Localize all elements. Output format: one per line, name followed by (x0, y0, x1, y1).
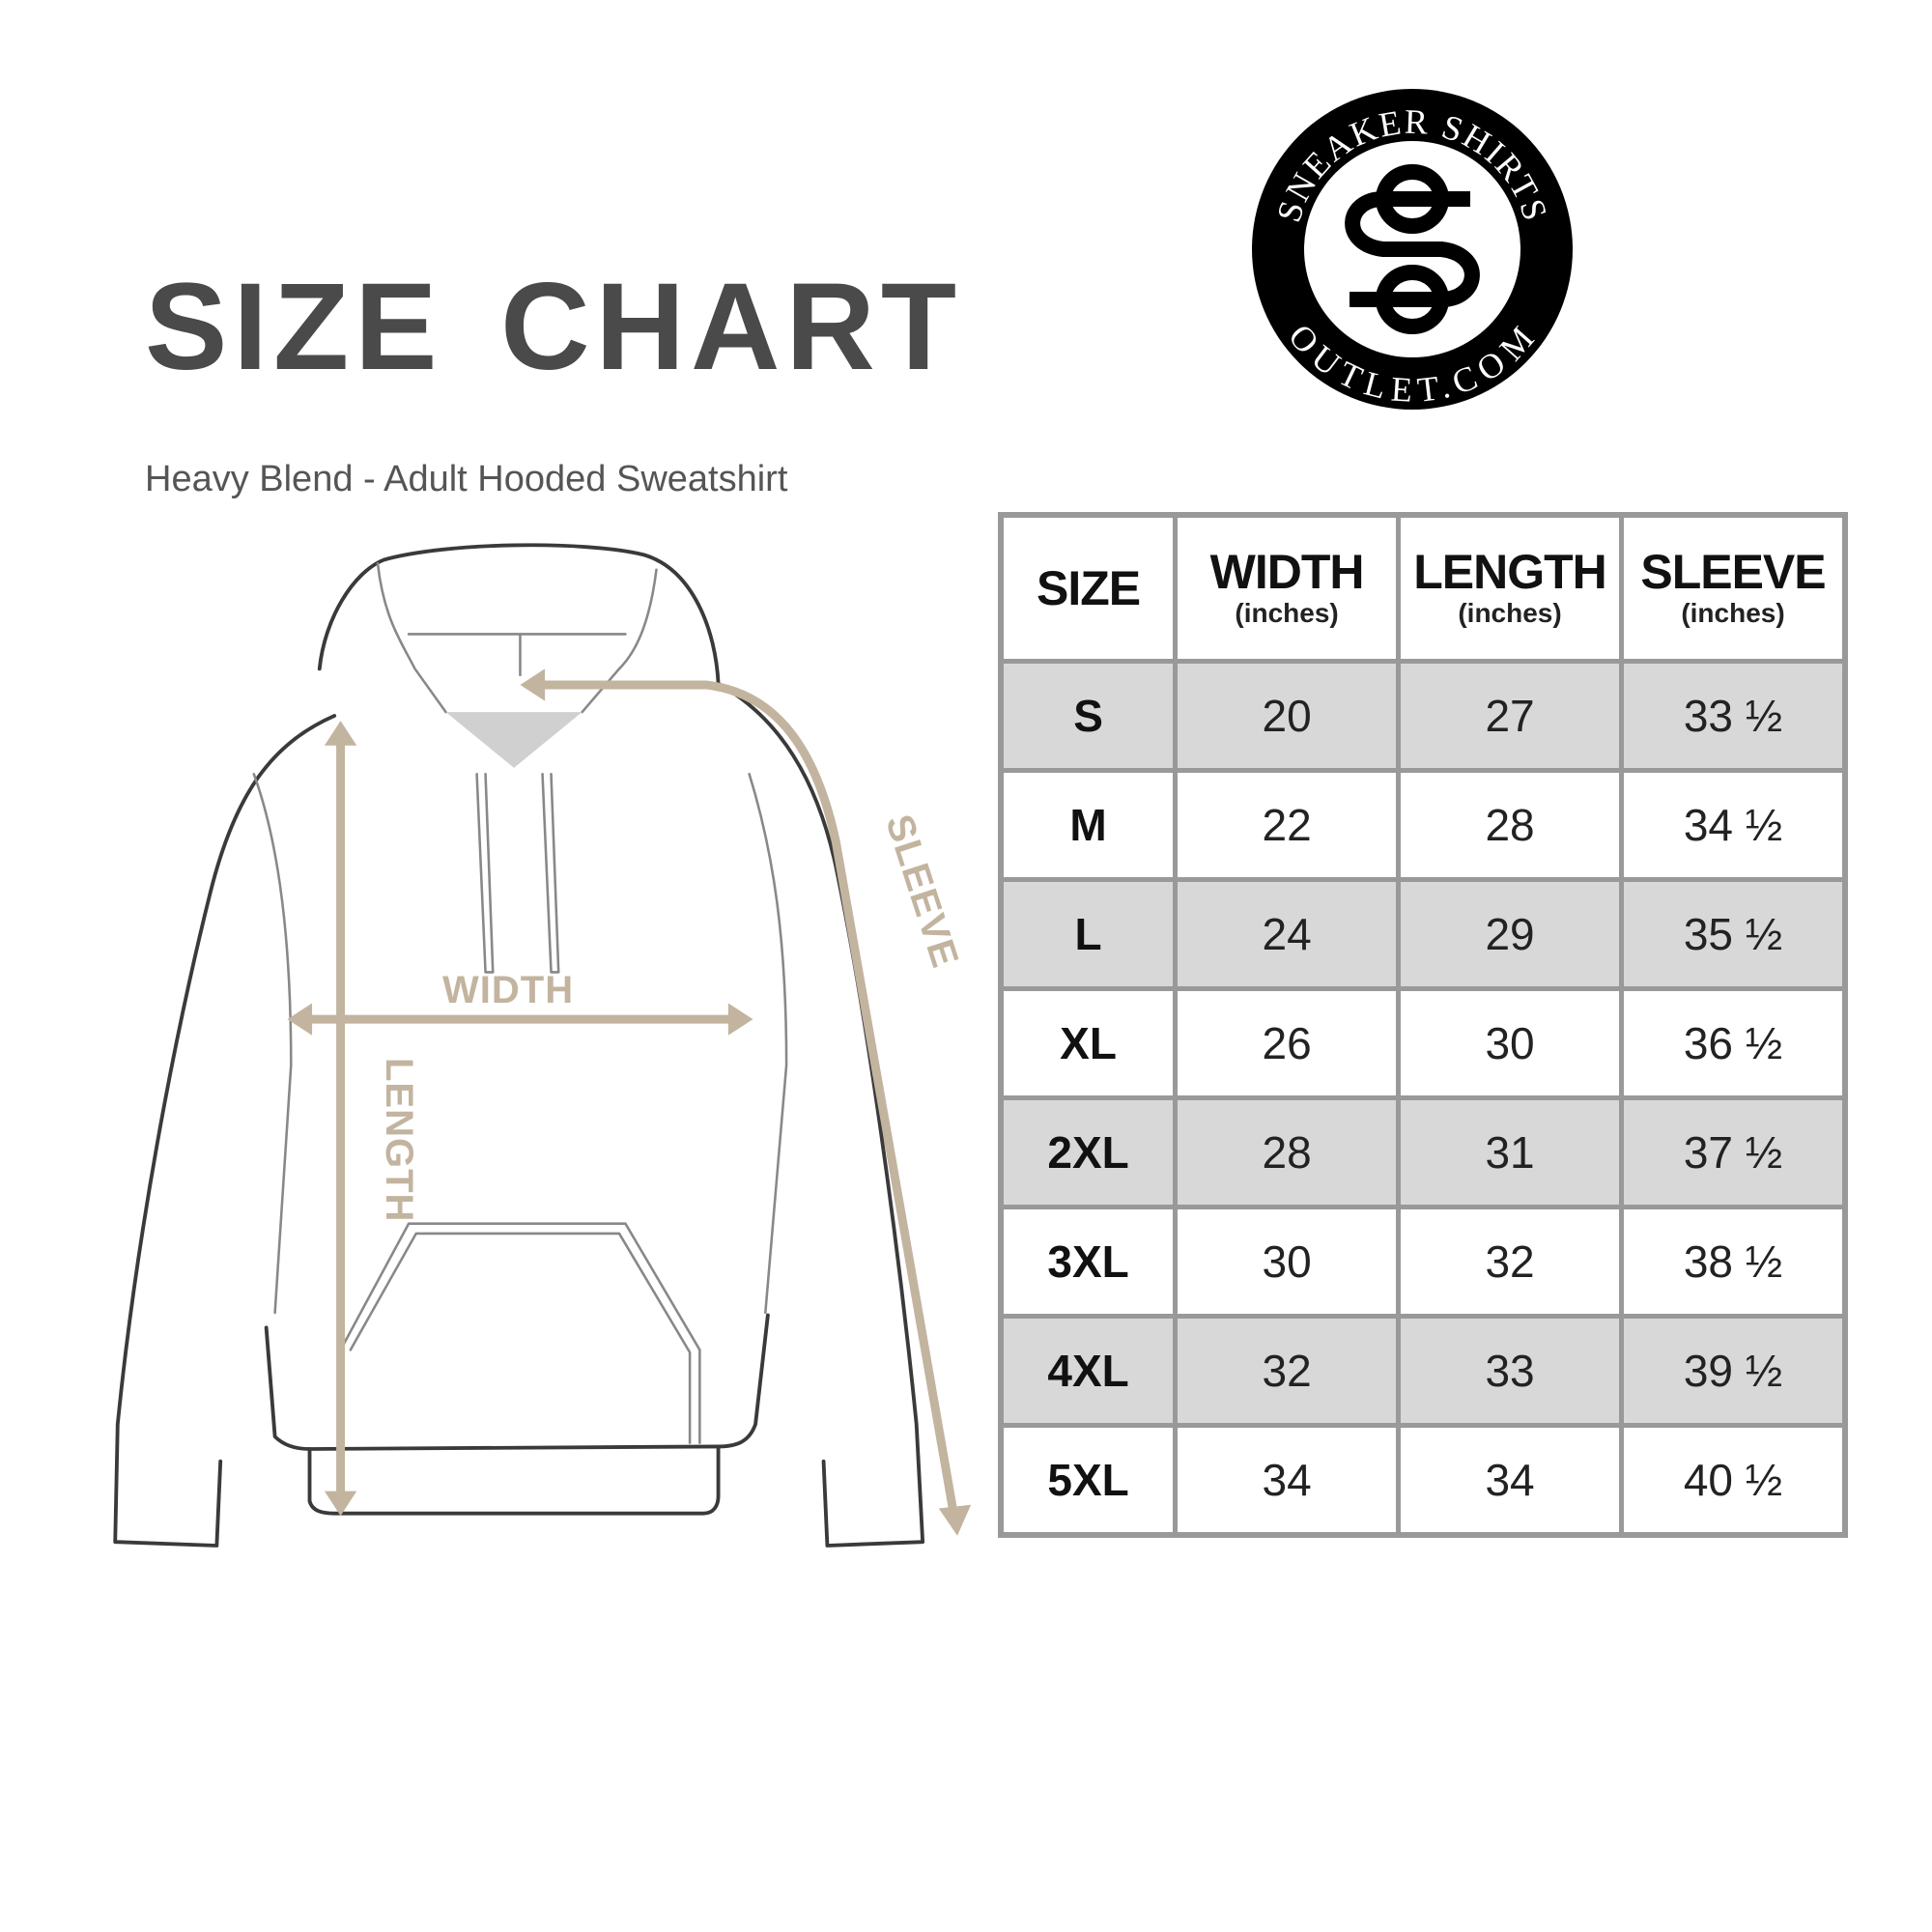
drawstrings (475, 773, 560, 974)
cell-length: 30 (1396, 986, 1624, 1100)
cell-length: 34 (1396, 1423, 1624, 1538)
cell-width: 20 (1173, 659, 1402, 773)
cell-width: 30 (1173, 1205, 1402, 1319)
cell-length: 32 (1396, 1205, 1624, 1319)
width-label: WIDTH (442, 969, 575, 1011)
cell-size: 2XL (998, 1095, 1179, 1209)
cell-size: M (998, 768, 1179, 882)
brand-logo: SNEAKER SHIRTS OUTLET.COM (1252, 89, 1573, 410)
cell-sleeve: 39 ½ (1619, 1314, 1848, 1428)
neck-gusset (445, 712, 582, 768)
cell-length: 29 (1396, 877, 1624, 991)
cell-width: 32 (1173, 1314, 1402, 1428)
cell-width: 34 (1173, 1423, 1402, 1538)
sleeve-arrow (538, 680, 958, 1519)
logo-monogram-icon (1345, 164, 1480, 334)
cell-sleeve: 37 ½ (1619, 1095, 1848, 1209)
cell-sleeve: 33 ½ (1619, 659, 1848, 773)
table-row: 2XL 28 31 37 ½ (998, 1095, 1848, 1209)
cell-width: 28 (1173, 1095, 1402, 1209)
column-header-length: LENGTH (inches) (1396, 512, 1624, 664)
table-row: 4XL 32 33 39 ½ (998, 1314, 1848, 1428)
hood-outline (317, 543, 721, 686)
cell-width: 26 (1173, 986, 1402, 1100)
cell-size: L (998, 877, 1179, 991)
body-hem (264, 1313, 770, 1451)
table-row: M 22 28 34 ½ (998, 768, 1848, 882)
table-row: 5XL 34 34 40 ½ (998, 1423, 1848, 1538)
table-header-row: SIZE WIDTH (inches) LENGTH (inches) SLEEVE… (998, 512, 1848, 664)
cell-size: XL (998, 986, 1179, 1100)
cell-sleeve: 40 ½ (1619, 1423, 1848, 1538)
cell-length: 27 (1396, 659, 1624, 773)
cell-sleeve: 38 ½ (1619, 1205, 1848, 1319)
cell-sleeve: 34 ½ (1619, 768, 1848, 882)
page-title: SIZE CHART (145, 258, 962, 396)
table-row: L 24 29 35 ½ (998, 877, 1848, 991)
column-header-size: SIZE (998, 512, 1179, 664)
table-row: XL 26 30 36 ½ (998, 986, 1848, 1100)
waistband (307, 1444, 721, 1516)
cell-sleeve: 36 ½ (1619, 986, 1848, 1100)
cell-sleeve: 35 ½ (1619, 877, 1848, 991)
cell-length: 28 (1396, 768, 1624, 882)
cell-size: 5XL (998, 1423, 1179, 1538)
table-row: 3XL 30 32 38 ½ (998, 1205, 1848, 1319)
left-sleeve-inner (252, 773, 293, 1315)
cell-size: S (998, 659, 1179, 773)
cell-length: 33 (1396, 1314, 1624, 1428)
pocket (339, 1222, 701, 1444)
cell-length: 31 (1396, 1095, 1624, 1209)
column-header-width: WIDTH (inches) (1173, 512, 1402, 664)
cell-width: 24 (1173, 877, 1402, 991)
left-sleeve-outer (113, 714, 337, 1548)
hood-inner (376, 562, 658, 714)
product-subtitle: Heavy Blend - Adult Hooded Sweatshirt (145, 459, 788, 499)
right-sleeve-inner (748, 773, 788, 1315)
cell-size: 3XL (998, 1205, 1179, 1319)
table-row: S 20 27 33 ½ (998, 659, 1848, 773)
column-header-sleeve: SLEEVE (inches) (1619, 512, 1848, 664)
cell-width: 22 (1173, 768, 1402, 882)
right-sleeve-outer (716, 681, 925, 1548)
size-table: SIZE WIDTH (inches) LENGTH (inches) SLEEVE… (998, 512, 1848, 1538)
length-label: LENGTH (378, 1058, 420, 1223)
cell-size: 4XL (998, 1314, 1179, 1428)
